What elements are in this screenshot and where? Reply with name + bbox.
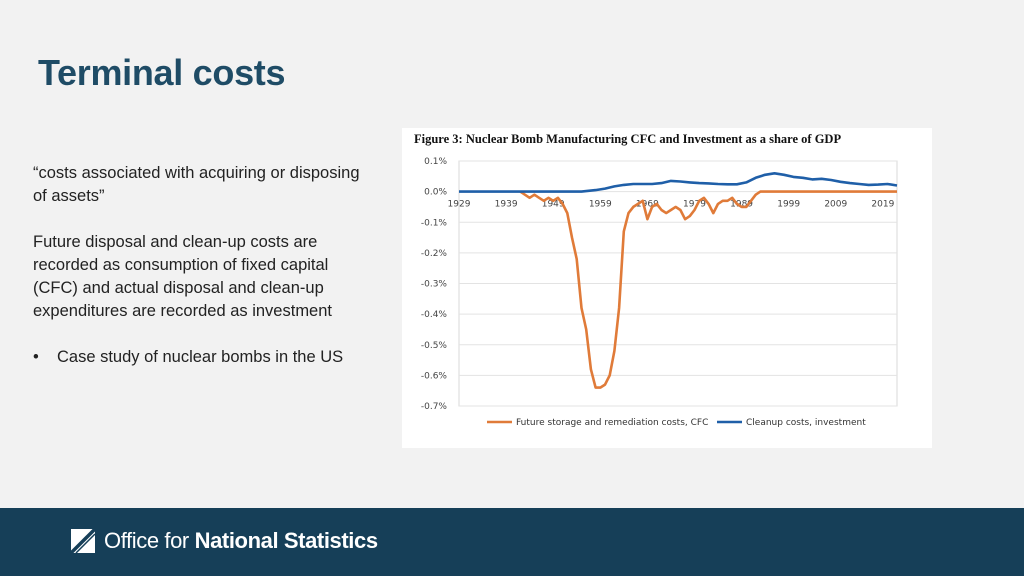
y-tick-label: -0.2% <box>421 249 448 259</box>
x-tick-label: 1989 <box>730 200 753 210</box>
chart-figure: Figure 3: Nuclear Bomb Manufacturing CFC… <box>402 128 932 448</box>
x-tick-label: 2019 <box>871 200 894 210</box>
y-tick-label: -0.1% <box>421 218 448 228</box>
y-tick-label: 0.0% <box>424 188 447 198</box>
slide-title: Terminal costs <box>38 52 286 93</box>
line-chart: 0.1% 0.0% -0.1% -0.2% -0.3% -0.4% -0.5% -0.6% -0… <box>421 157 898 428</box>
y-tick-label: -0.4% <box>421 310 448 320</box>
x-tick-label: 1999 <box>777 200 800 210</box>
slide-body: “costs associated with acquiring or disp… <box>33 162 363 369</box>
logo-text-light: Office for <box>104 528 189 553</box>
x-tick-label: 1949 <box>542 200 565 210</box>
x-tick-label: 1979 <box>683 200 706 210</box>
y-tick-label: -0.3% <box>421 280 448 290</box>
y-tick-label: -0.6% <box>421 371 448 381</box>
methodology-paragraph: Future disposal and clean-up costs are r… <box>33 233 332 320</box>
x-tick-label: 1969 <box>636 200 659 210</box>
x-tick-label: 1929 <box>448 200 471 210</box>
legend-label-investment: Cleanup costs, investment <box>746 418 866 428</box>
chart-title: Figure 3: Nuclear Bomb Manufacturing CFC… <box>414 132 842 146</box>
x-tick-label: 1939 <box>495 200 518 210</box>
y-tick-label: -0.5% <box>421 341 448 351</box>
bullet-marker: • <box>33 348 39 366</box>
x-tick-label: 1959 <box>589 200 612 210</box>
bullet-item: • Case study of nuclear bombs in the US <box>33 346 363 369</box>
series-line-investment <box>459 172 898 193</box>
bullet-text: Case study of nuclear bombs in the US <box>57 348 344 366</box>
x-tick-label: 2009 <box>824 200 847 210</box>
ons-logo-text: Office for National Statistics <box>104 528 378 554</box>
footer-bar: Office for National Statistics <box>0 508 1024 576</box>
y-tick-label: 0.1% <box>424 157 447 167</box>
definition-quote: “costs associated with acquiring or disp… <box>33 164 360 205</box>
y-tick-label: -0.7% <box>421 402 448 412</box>
logo-text-bold: National Statistics <box>194 528 379 553</box>
legend-label-cfc: Future storage and remediation costs, CF… <box>516 418 708 428</box>
ons-logo-icon <box>70 528 96 554</box>
series-line-cfc <box>519 190 897 389</box>
